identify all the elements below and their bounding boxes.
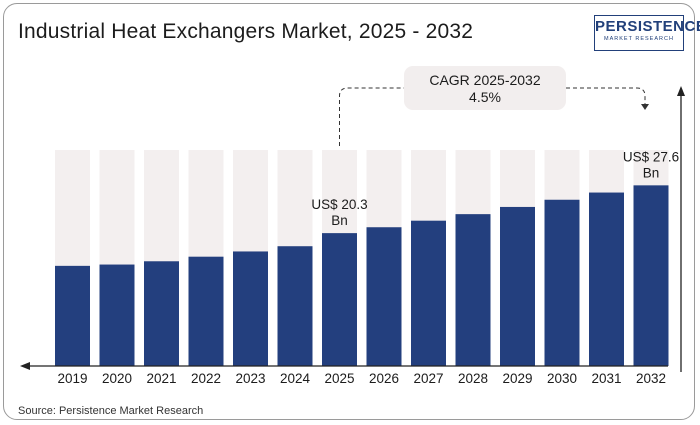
bar-2024: [277, 246, 313, 366]
bar-2026: [366, 227, 402, 366]
x-tick-label-2028: 2028: [458, 371, 488, 386]
value-label-2032: US$ 27.6: [623, 149, 679, 164]
x-tick-label-2027: 2027: [413, 371, 443, 386]
bar-2030: [544, 199, 580, 366]
x-tick-label-2022: 2022: [191, 371, 221, 386]
x-axis-arrow: [20, 362, 30, 370]
value-unit-2032: Bn: [643, 165, 660, 180]
bar-2025: [322, 233, 357, 366]
bar-2032: [633, 185, 669, 366]
bar-2022: [188, 256, 224, 366]
bar-2028: [455, 214, 491, 366]
logo-tagline: MARKET RESEARCH: [604, 36, 674, 42]
cagr-connector-left: [339, 87, 404, 146]
value-unit-2025: Bn: [331, 213, 348, 228]
logo-wordmark: PERSISTENCE: [595, 18, 700, 35]
persistence-logo: PERSISTENCE MARKET RESEARCH: [594, 15, 700, 51]
bar-2031: [589, 192, 624, 366]
x-tick-label-2026: 2026: [369, 371, 399, 386]
cagr-value: 4.5%: [469, 89, 501, 105]
bar-2019: [55, 265, 90, 366]
bar-2023: [233, 251, 268, 366]
value-label-2025: US$ 20.3: [311, 197, 367, 212]
y-axis-arrow: [677, 86, 685, 96]
x-tick-label-2032: 2032: [636, 371, 666, 386]
x-tick-label-2024: 2024: [280, 371, 311, 386]
bar-2029: [500, 206, 535, 366]
cagr-arrow-head: [641, 104, 649, 110]
x-tick-label-2031: 2031: [591, 371, 621, 386]
x-tick-label-2029: 2029: [502, 371, 532, 386]
cagr-connector-right: [566, 87, 646, 104]
x-tick-label-2025: 2025: [324, 371, 354, 386]
bar-2021: [144, 261, 179, 366]
bar-2027: [411, 220, 446, 366]
chart-title: Industrial Heat Exchangers Market, 2025 …: [18, 20, 474, 43]
source-note: Source: Persistence Market Research: [18, 405, 204, 417]
x-tick-label-2023: 2023: [235, 371, 265, 386]
x-tick-label-2021: 2021: [146, 371, 176, 386]
x-tick-label-2020: 2020: [102, 371, 132, 386]
x-tick-label-2030: 2030: [547, 371, 577, 386]
cagr-label: CAGR 2025-2032: [429, 72, 541, 88]
cagr-callout: CAGR 2025-2032 4.5%: [404, 66, 566, 110]
bar-2020: [99, 264, 135, 366]
x-tick-label-2019: 2019: [57, 371, 87, 386]
